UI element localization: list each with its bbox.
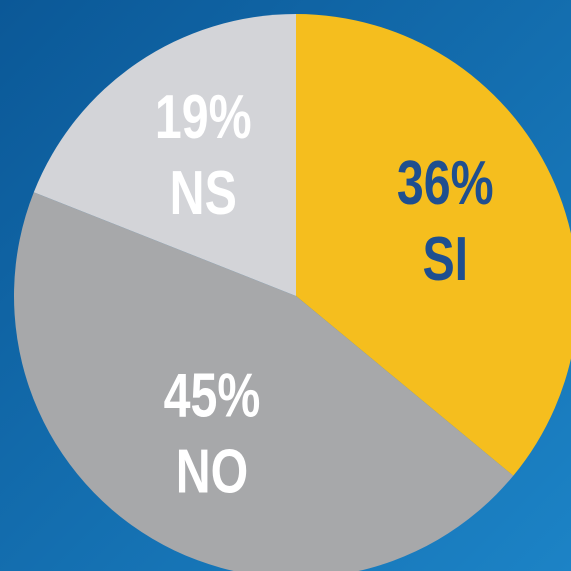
pie: 36% SI 45% NO 19% NS bbox=[14, 13, 571, 571]
slice-category-label: NS bbox=[170, 158, 237, 227]
slice-value-label: 45% bbox=[164, 361, 261, 430]
slice-category-label: SI bbox=[422, 224, 468, 293]
slice-value-label: 36% bbox=[397, 148, 494, 217]
pie-slice bbox=[296, 14, 571, 476]
slice-category-label: NO bbox=[176, 437, 249, 506]
slice-value-label: 19% bbox=[155, 82, 252, 151]
pie-slice bbox=[14, 192, 514, 571]
pie-slice bbox=[33, 13, 296, 296]
